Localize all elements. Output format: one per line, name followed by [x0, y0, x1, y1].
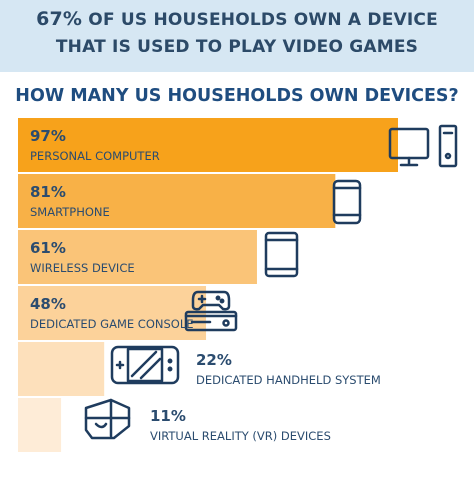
headline-line-1: 67% OF US HOUSEHOLDS OWN A DEVICE [0, 8, 474, 30]
headline-percent: 67% [36, 8, 83, 30]
value-label-0: 97% [30, 127, 66, 145]
chart-title: HOW MANY US HOUSEHOLDS OWN DEVICES? [15, 86, 459, 106]
game-console-icon [184, 290, 238, 332]
category-label-2: WIRELESS DEVICE [30, 261, 135, 275]
category-label-1: SMARTPHONE [30, 205, 110, 219]
desktop-computer-icon [388, 124, 458, 168]
headline-line-2: THAT IS USED TO PLAY VIDEO GAMES [55, 37, 419, 57]
handheld-console-icon [110, 345, 180, 385]
bar-1 [18, 174, 336, 228]
tablet-icon [264, 231, 299, 278]
value-label-2: 61% [30, 239, 66, 257]
category-label-0: PERSONAL COMPUTER [30, 149, 160, 163]
value-label-4: 22% [196, 351, 232, 369]
vr-headset-icon [84, 398, 131, 440]
bar-4 [18, 342, 105, 396]
header-banner: 67% OF US HOUSEHOLDS OWN A DEVICE THAT I… [0, 0, 474, 72]
bar-3 [18, 286, 207, 340]
bar-2 [18, 230, 257, 284]
bar-0 [18, 118, 398, 172]
value-label-5: 11% [150, 407, 186, 425]
category-label-3: DEDICATED GAME CONSOLE [30, 317, 194, 331]
value-label-1: 81% [30, 183, 66, 201]
category-label-4: DEDICATED HANDHELD SYSTEM [196, 373, 381, 387]
value-label-3: 48% [30, 295, 66, 313]
bar-5 [18, 398, 62, 452]
category-label-5: VIRTUAL REALITY (VR) DEVICES [150, 429, 331, 443]
headline-line-1-text: OF US HOUSEHOLDS OWN A DEVICE [82, 10, 438, 30]
smartphone-icon [332, 179, 362, 225]
